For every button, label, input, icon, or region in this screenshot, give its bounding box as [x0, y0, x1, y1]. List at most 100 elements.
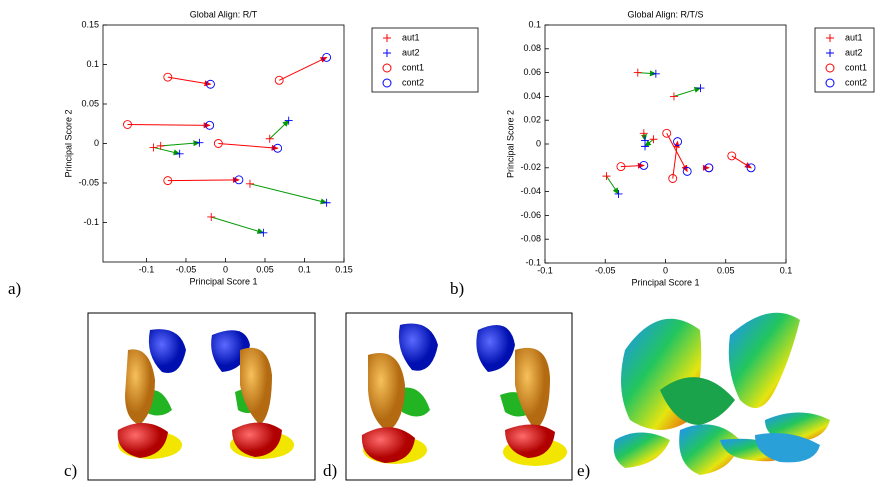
point	[245, 179, 254, 188]
y-axis-label: Principal Score 2	[505, 110, 515, 178]
legend-label: cont1	[402, 62, 424, 72]
y-tick-label: -0.06	[520, 210, 541, 220]
point	[273, 143, 283, 153]
legend-label: aut2	[402, 47, 420, 57]
point	[322, 52, 332, 62]
point	[633, 68, 642, 77]
displacement-arrow	[672, 140, 680, 179]
y-tick-label: 0.1	[528, 19, 541, 29]
legend-box	[371, 27, 479, 93]
legend-marker	[826, 34, 834, 42]
displacement-arrow	[606, 175, 620, 195]
point	[641, 142, 650, 151]
point	[123, 120, 132, 129]
y-tick-label: 0.04	[523, 91, 541, 101]
y-tick-label: -0.1	[83, 217, 99, 227]
point	[639, 129, 648, 138]
point	[673, 137, 682, 147]
point	[284, 116, 293, 125]
x-tick-label: -0.1	[139, 264, 155, 274]
chart: -0.1 -0.05 0 0.05 0.1 -0.1 -0.08 -0.06 -0.04 -0.0…	[505, 9, 875, 287]
x-tick-label: -0.05	[595, 265, 616, 275]
point	[727, 151, 737, 161]
point	[206, 79, 215, 89]
image-d	[345, 312, 573, 481]
legend-marker	[383, 49, 391, 57]
legend-marker	[826, 49, 834, 57]
legend-label: cont2	[402, 77, 424, 87]
point	[669, 92, 678, 101]
point	[163, 72, 173, 82]
point	[704, 163, 714, 173]
point	[662, 128, 672, 138]
panel-label: c)	[64, 461, 77, 480]
y-tick-label: -0.05	[78, 177, 99, 187]
point	[265, 134, 274, 143]
displacement-arrow	[269, 119, 290, 140]
y-tick-label: 0.08	[523, 43, 541, 53]
displacement-arrow	[211, 216, 265, 234]
y-tick-label: 0.1	[86, 59, 99, 69]
image-e	[613, 312, 830, 475]
point	[207, 212, 216, 221]
legend-marker	[825, 63, 835, 73]
point	[156, 141, 165, 150]
legend-label: cont2	[845, 77, 867, 87]
point	[651, 69, 660, 78]
displacement-arrow	[127, 122, 211, 129]
y-axis-label: Principal Score 2	[63, 109, 73, 177]
x-tick-label: 0.1	[298, 264, 311, 274]
point	[746, 163, 756, 173]
y-tick-label: -0.1	[525, 257, 541, 267]
y-tick-label: 0.15	[81, 19, 99, 29]
point	[639, 160, 649, 170]
displacement-arrow	[666, 133, 688, 173]
plot-area	[544, 24, 787, 264]
panel-label: a)	[8, 279, 21, 298]
point	[668, 174, 678, 183]
displacement-arrow	[153, 146, 181, 156]
x-tick-label: -0.05	[176, 264, 197, 274]
chart-title: Global Align: R/T	[190, 9, 258, 19]
y-tick-label: 0.06	[523, 67, 541, 77]
point	[602, 172, 611, 181]
point	[616, 162, 626, 172]
point	[322, 198, 331, 207]
point	[205, 120, 215, 130]
legend-box	[814, 27, 875, 93]
y-tick-label: -0.08	[520, 234, 541, 244]
point	[614, 189, 623, 198]
legend-marker	[383, 34, 391, 42]
point	[274, 75, 284, 85]
y-tick-label: -0.04	[520, 186, 541, 196]
y-tick-label: -0.02	[520, 162, 541, 172]
point	[213, 139, 223, 148]
point	[682, 166, 692, 176]
legend-label: aut1	[845, 32, 863, 42]
charts: -0.1 -0.05 0 0.05 0.1 0.15 -0.1 -0.05 0 0.05 0.1 0.…	[63, 9, 875, 287]
displacement-arrow	[249, 183, 328, 205]
legend-marker	[382, 78, 392, 88]
displacement-arrow	[673, 87, 702, 97]
x-tick-label: 0.05	[717, 265, 735, 275]
point	[259, 228, 268, 237]
x-tick-label: -0.1	[537, 265, 553, 275]
displacement-arrow	[167, 76, 212, 87]
x-axis-label: Principal Score 1	[631, 277, 699, 287]
x-tick-label: 0	[223, 264, 228, 274]
displacement-arrow	[160, 140, 201, 147]
legend: aut1 aut2 cont1 cont2	[371, 27, 479, 93]
legend-label: aut2	[845, 47, 863, 57]
chart-title: Global Align: R/T/S	[627, 9, 703, 19]
y-tick-label: 0.05	[81, 98, 99, 108]
chart: -0.1 -0.05 0 0.05 0.1 0.15 -0.1 -0.05 0 0.05 0.1 0.…	[63, 9, 479, 286]
panel-label: e)	[577, 461, 590, 480]
y-tick-label: 0.02	[523, 115, 541, 125]
displacement-arrow	[278, 56, 328, 81]
x-tick-label: 0.05	[256, 264, 274, 274]
displacement-arrow	[644, 138, 654, 148]
point	[195, 138, 204, 147]
x-tick-label: 0	[663, 265, 668, 275]
panel-label: b)	[450, 279, 464, 298]
y-tick-label: 0	[94, 138, 99, 148]
